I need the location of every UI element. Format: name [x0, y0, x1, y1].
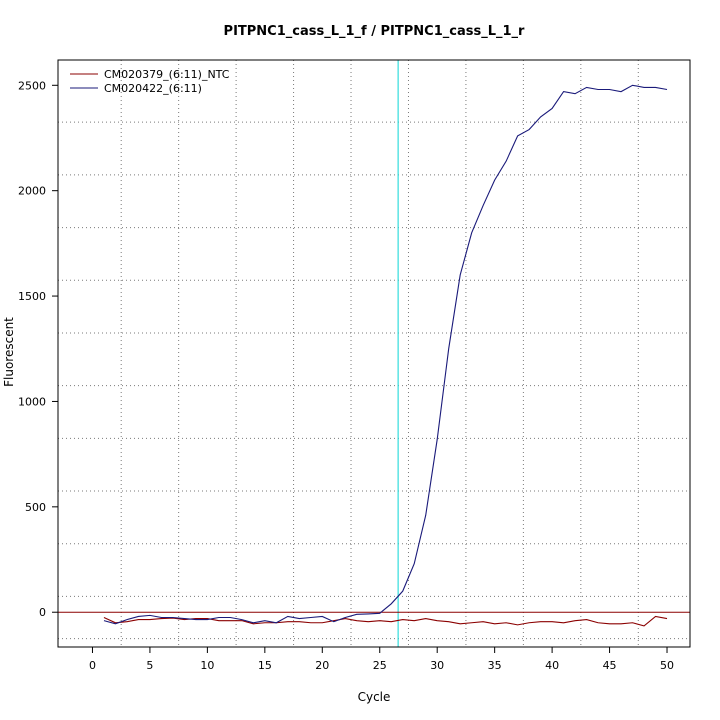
legend: CM020379_(6:11)_NTC CM020422_(6:11) [70, 68, 230, 95]
x-tick-label: 25 [373, 659, 387, 672]
reference-lines [58, 60, 690, 647]
series-layer [103, 84, 668, 627]
x-tick-label: 10 [200, 659, 214, 672]
y-tick-label: 0 [39, 606, 46, 619]
x-tick-label: 45 [603, 659, 617, 672]
series-line-ntc [103, 615, 668, 627]
y-tick-label: 500 [25, 501, 46, 514]
y-axis-label: Fluorescent [2, 317, 16, 387]
grid-layer [58, 60, 690, 647]
x-tick-label: 40 [545, 659, 559, 672]
y-tick-label: 1000 [18, 395, 46, 408]
x-tick-label: 15 [258, 659, 272, 672]
y-axis: 0 500 1000 1500 2000 2500 [18, 79, 58, 619]
chart-title: PITPNC1_cass_L_1_f / PITPNC1_cass_L_1_r [224, 24, 525, 39]
series-line-sample [103, 84, 668, 625]
legend-label-ntc: CM020379_(6:11)_NTC [104, 68, 230, 81]
x-tick-label: 5 [146, 659, 153, 672]
x-axis-label: Cycle [358, 690, 391, 704]
x-tick-label: 50 [660, 659, 674, 672]
x-tick-label: 20 [315, 659, 329, 672]
y-tick-label: 2000 [18, 185, 46, 198]
x-axis: 0 5 10 15 20 25 30 35 40 45 50 [89, 647, 674, 672]
x-tick-label: 35 [488, 659, 502, 672]
plot-frame [57, 59, 691, 648]
x-tick-label: 0 [89, 659, 96, 672]
y-tick-label: 1500 [18, 290, 46, 303]
y-tick-label: 2500 [18, 79, 46, 92]
x-tick-label: 30 [430, 659, 444, 672]
legend-label-sample: CM020422_(6:11) [104, 82, 202, 95]
